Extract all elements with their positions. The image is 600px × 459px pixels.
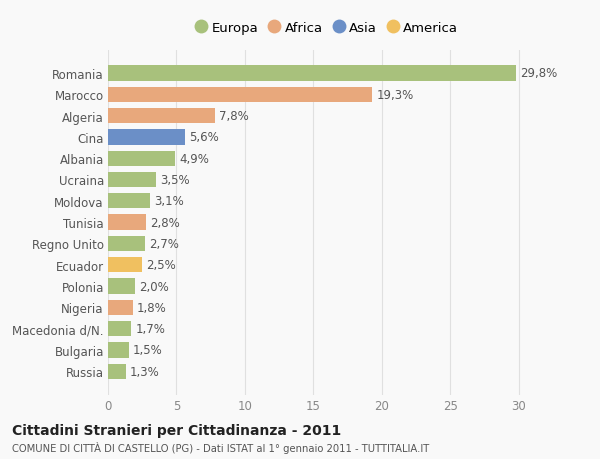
Bar: [108, 321, 131, 336]
Bar: [108, 151, 175, 167]
Bar: [108, 257, 142, 273]
Text: 7,8%: 7,8%: [219, 110, 248, 123]
Text: 2,5%: 2,5%: [146, 259, 176, 272]
Text: 5,6%: 5,6%: [189, 131, 218, 144]
Text: 2,0%: 2,0%: [139, 280, 169, 293]
Bar: [108, 300, 133, 315]
Text: COMUNE DI CITTÀ DI CASTELLO (PG) - Dati ISTAT al 1° gennaio 2011 - TUTTITALIA.IT: COMUNE DI CITTÀ DI CASTELLO (PG) - Dati …: [12, 441, 429, 453]
Bar: [108, 130, 185, 145]
Bar: [108, 109, 215, 124]
Text: 4,9%: 4,9%: [179, 152, 209, 165]
Text: 1,3%: 1,3%: [130, 365, 160, 378]
Text: 2,8%: 2,8%: [151, 216, 180, 229]
Text: 3,1%: 3,1%: [155, 195, 184, 208]
Bar: [108, 279, 136, 294]
Bar: [108, 87, 372, 103]
Text: 1,8%: 1,8%: [137, 301, 166, 314]
Bar: [108, 364, 126, 379]
Text: Cittadini Stranieri per Cittadinanza - 2011: Cittadini Stranieri per Cittadinanza - 2…: [12, 423, 341, 437]
Text: 2,7%: 2,7%: [149, 237, 179, 250]
Bar: [108, 236, 145, 252]
Bar: [108, 215, 146, 230]
Text: 19,3%: 19,3%: [376, 89, 413, 101]
Text: 1,7%: 1,7%: [136, 322, 165, 336]
Bar: [108, 194, 151, 209]
Bar: [108, 173, 156, 188]
Text: 29,8%: 29,8%: [520, 67, 557, 80]
Bar: [108, 66, 516, 81]
Text: 1,5%: 1,5%: [133, 344, 163, 357]
Text: 3,5%: 3,5%: [160, 174, 190, 186]
Bar: [108, 342, 128, 358]
Legend: Europa, Africa, Asia, America: Europa, Africa, Asia, America: [191, 17, 463, 39]
